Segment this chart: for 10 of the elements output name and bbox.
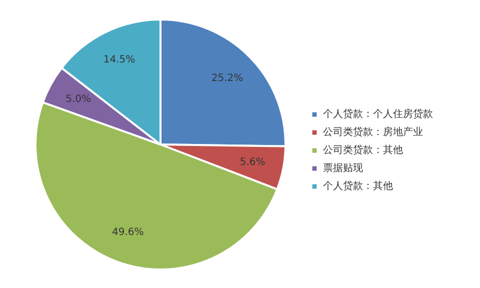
legend-label: 票据贴现 [323,162,363,175]
legend-label: 个人贷款：个人住房贷款 [323,108,433,121]
data-label: 25.2% [211,73,244,84]
data-label: 5.6% [240,156,266,168]
legend-label: 个人贷款：其他 [323,180,393,193]
data-label: 49.6% [112,227,144,238]
data-label: 5.0% [66,94,91,105]
legend-label: 公司类贷款：其他 [323,144,403,157]
data-label: 14.5% [103,54,136,66]
legend-label: 公司类贷款：房地产业 [323,126,423,139]
